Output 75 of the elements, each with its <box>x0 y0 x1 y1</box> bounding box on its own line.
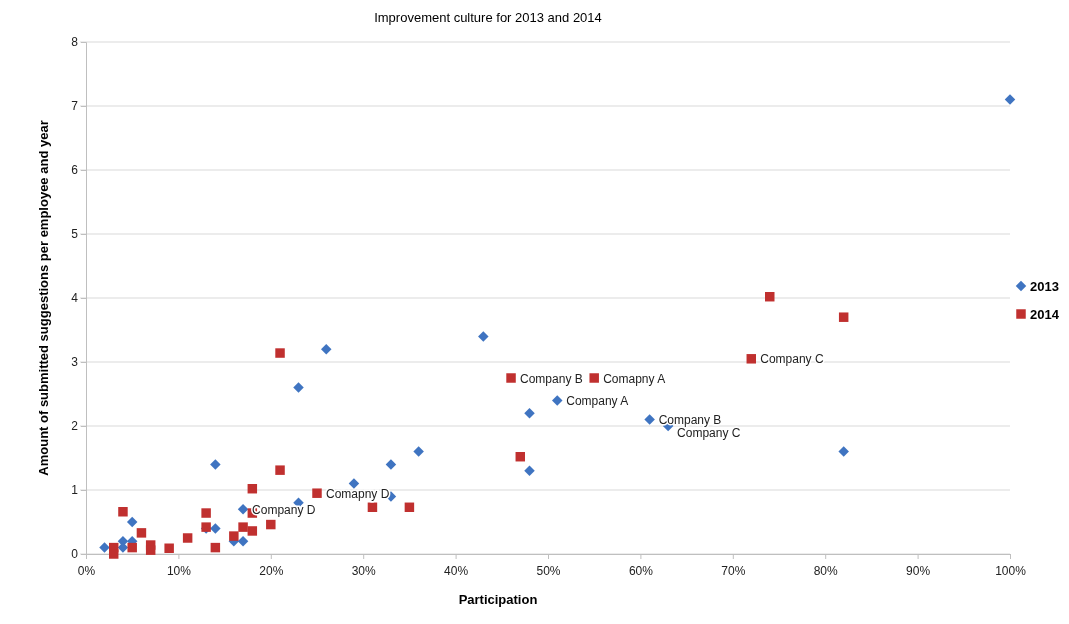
point <box>413 446 424 457</box>
y-tick-label: 3 <box>71 355 79 370</box>
point <box>164 543 174 553</box>
x-tick-label: 30% <box>351 564 377 579</box>
point <box>210 523 221 534</box>
x-tick-label: 60% <box>628 564 654 579</box>
x-tick-label: 40% <box>444 564 469 579</box>
point <box>321 343 332 355</box>
x-tick-label: 90% <box>906 564 931 579</box>
point <box>275 348 285 358</box>
point <box>385 459 397 470</box>
point <box>524 407 535 419</box>
point <box>312 488 322 498</box>
point <box>210 459 221 470</box>
y-tick-label: 7 <box>71 99 79 114</box>
annotation: Company C <box>760 352 824 367</box>
point <box>266 519 276 530</box>
x-tick-label: 0% <box>77 564 96 579</box>
legend-label: 2013 <box>1030 279 1059 294</box>
point <box>108 549 119 559</box>
point <box>229 531 239 541</box>
point <box>293 382 304 393</box>
y-tick-label: 4 <box>71 291 79 306</box>
point <box>348 478 360 489</box>
point <box>404 502 415 513</box>
point <box>127 542 137 553</box>
annotation: Company C <box>677 426 741 441</box>
point <box>524 465 535 477</box>
y-tick-label: 1 <box>71 483 79 498</box>
y-tick-label: 2 <box>71 419 79 434</box>
point <box>182 533 193 543</box>
annotation: Company B <box>520 371 583 386</box>
x-tick-label: 10% <box>166 564 192 579</box>
chart-title: Improvement culture for 2013 and 2014 <box>374 10 602 25</box>
point <box>552 395 563 406</box>
y-axis-title: Amount of submitted suggestions per employee and year <box>36 120 51 476</box>
point <box>506 373 516 383</box>
y-tick-label: 6 <box>71 163 79 178</box>
point <box>237 535 249 547</box>
annotation: Company B <box>658 413 722 428</box>
point <box>765 291 775 302</box>
x-tick-label: 70% <box>721 564 746 579</box>
point <box>478 331 489 342</box>
annotation: Comapny D <box>326 486 390 501</box>
point <box>145 545 156 555</box>
x-axis-title: Participation <box>458 592 538 607</box>
point <box>210 542 221 553</box>
point <box>838 312 849 322</box>
annotation: Company A <box>566 393 629 408</box>
point <box>99 542 110 553</box>
x-tick-label: 20% <box>259 564 284 579</box>
point <box>589 373 599 383</box>
x-tick-label: 50% <box>536 564 561 579</box>
point <box>1004 94 1016 105</box>
y-tick-label: 8 <box>71 35 79 50</box>
point <box>126 516 138 528</box>
point <box>275 465 285 475</box>
annotation: Comapny A <box>603 371 666 386</box>
point <box>136 528 147 538</box>
point <box>237 503 249 515</box>
point <box>838 446 849 457</box>
point <box>367 502 378 513</box>
point <box>247 483 258 494</box>
point <box>515 451 526 462</box>
legend-label: 2014 <box>1030 307 1060 322</box>
point <box>644 414 655 425</box>
point <box>238 522 248 532</box>
point <box>247 526 258 536</box>
point <box>746 354 757 364</box>
x-tick-label: 100% <box>995 564 1027 579</box>
point <box>118 507 128 517</box>
point <box>201 508 211 518</box>
x-tick-label: 80% <box>813 564 839 579</box>
y-tick-label: 5 <box>71 227 79 242</box>
y-tick-label: 0 <box>71 547 79 562</box>
